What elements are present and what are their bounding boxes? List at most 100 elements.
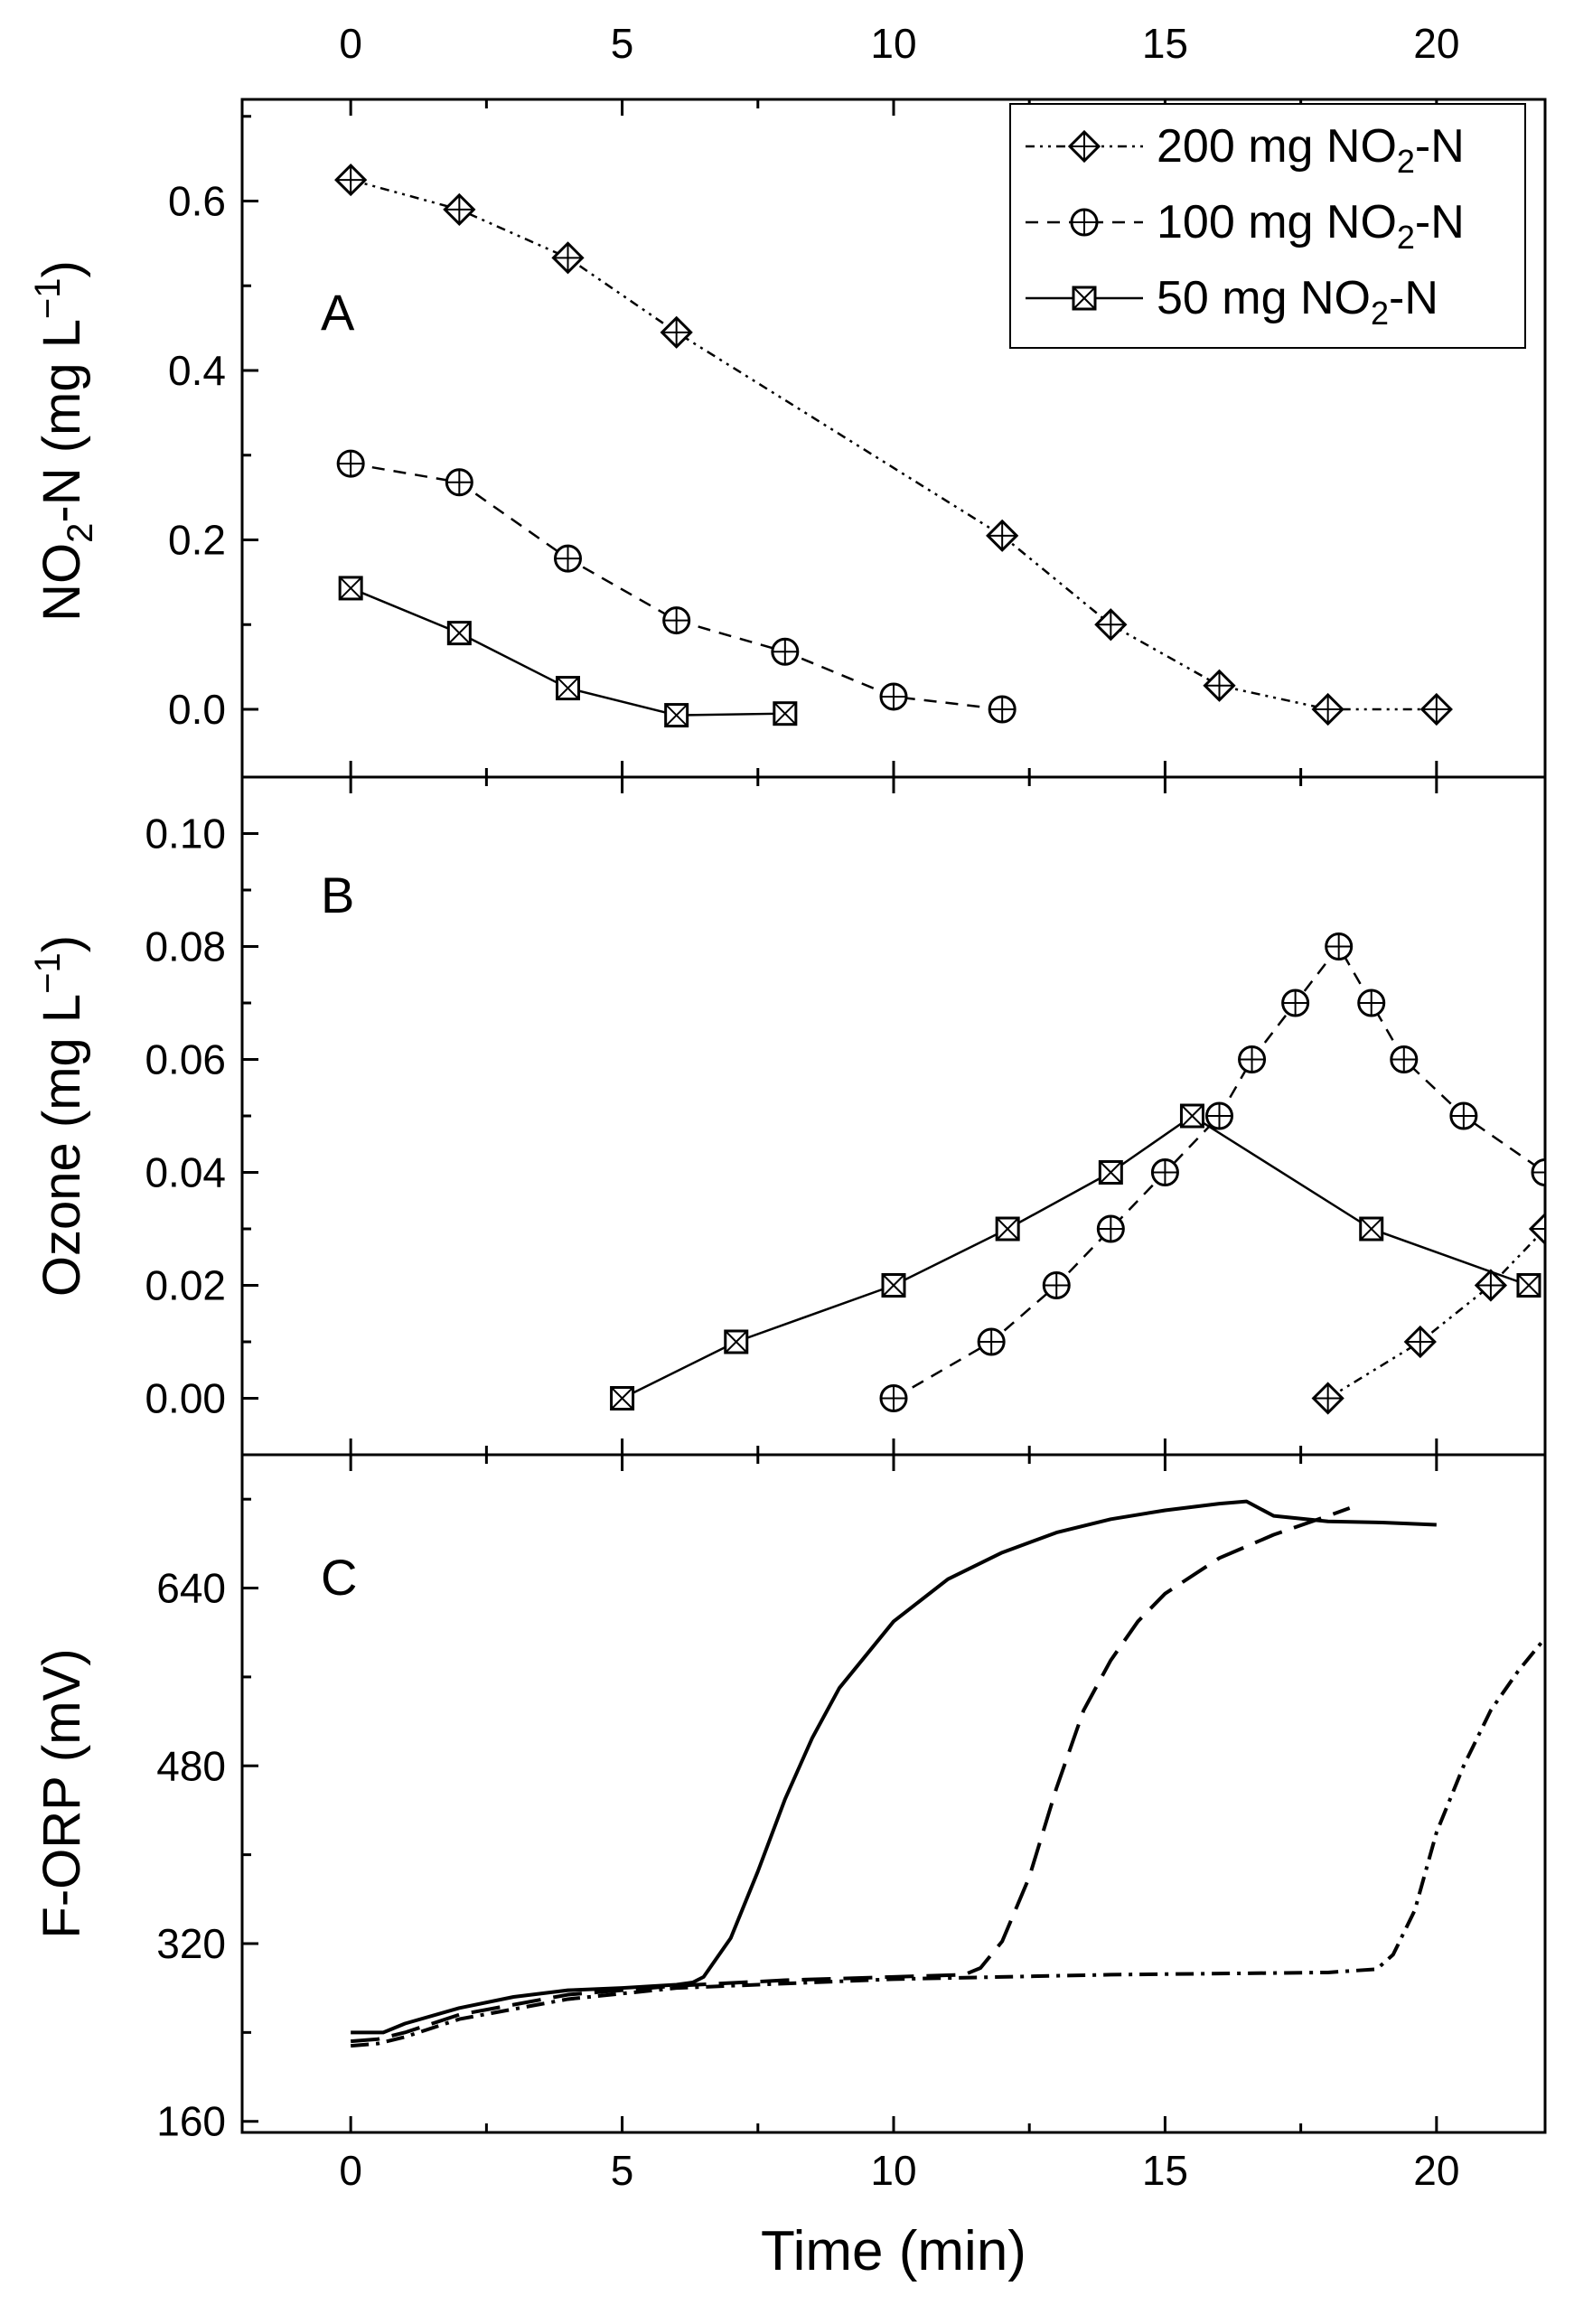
y-tick-label: 160 xyxy=(156,2098,226,2145)
panel-a: 0.0 0.2 0.4 0.6 A NO2-N (mg L−1) 200 mg NO2… xyxy=(28,98,1547,779)
data-point-diamond xyxy=(551,241,585,275)
legend-marker-oplus xyxy=(1070,208,1099,237)
x-tick-label: 20 xyxy=(1413,2147,1459,2194)
data-point-boxx xyxy=(338,576,363,601)
data-point-oplus xyxy=(1205,1101,1233,1130)
panel-a-label: A xyxy=(321,284,355,341)
y-tick-label: 0.4 xyxy=(168,347,226,394)
panel-b-plot: 0.00 0.02 0.04 0.06 0.08 0.10 xyxy=(145,777,1545,1455)
legend-label: 50 mg NO2-N xyxy=(1157,272,1438,332)
data-point-boxx xyxy=(1359,1216,1384,1242)
y-tick-label: 0.06 xyxy=(145,1036,226,1083)
series-line-solid xyxy=(351,1499,1437,2035)
panel-b-frame xyxy=(240,775,1547,1457)
series-line-dashed xyxy=(350,462,1003,711)
data-point-diamond xyxy=(1528,1212,1545,1246)
x-tick-label-top: 5 xyxy=(611,20,634,67)
x-tick-label: 0 xyxy=(339,2147,362,2194)
y-tick-label: 0.0 xyxy=(168,686,226,733)
data-point-boxx xyxy=(995,1216,1020,1242)
data-point-oplus xyxy=(1531,1158,1545,1186)
panel-b-ylabel: Ozone (mg L−1) xyxy=(28,935,91,1297)
data-point-boxx xyxy=(724,1329,749,1354)
panel-b-label: B xyxy=(321,867,354,923)
x-tick-label-top: 0 xyxy=(339,20,362,67)
data-point-oplus xyxy=(1357,989,1386,1017)
data-point-boxx xyxy=(881,1273,906,1298)
x-tick-label: 5 xyxy=(611,2147,634,2194)
data-point-oplus xyxy=(1325,932,1354,961)
y-tick-label: 640 xyxy=(156,1565,226,1612)
panel-series xyxy=(351,1499,1545,2048)
data-point-oplus xyxy=(1449,1101,1478,1130)
series-line-dashdotdot xyxy=(351,1636,1545,2048)
y-tick-label: 0.10 xyxy=(145,811,226,857)
data-point-diamond xyxy=(660,315,693,349)
data-point-boxx xyxy=(1179,1103,1204,1129)
data-point-oplus xyxy=(554,544,582,573)
data-point-oplus xyxy=(1096,1214,1125,1243)
bottom-x-tick-labels: 0 5 10 15 20 xyxy=(339,2147,1459,2194)
y-tick-label: 0.6 xyxy=(168,178,226,225)
data-point-diamond xyxy=(1403,1325,1437,1359)
top-x-tick-labels: 0 5 10 15 20 xyxy=(339,20,1459,67)
y-tick-label: 0.2 xyxy=(168,517,226,564)
data-point-oplus xyxy=(1150,1158,1179,1186)
data-point-boxx xyxy=(1098,1160,1123,1185)
data-point-diamond xyxy=(1311,692,1344,726)
data-point-boxx xyxy=(773,701,798,726)
data-point-oplus xyxy=(879,682,908,711)
data-point-oplus xyxy=(1281,989,1310,1017)
series-line-dashed xyxy=(351,1506,1351,2044)
x-axis-label: Time (min) xyxy=(761,2220,1026,2282)
data-point-diamond xyxy=(1203,669,1236,702)
y-tick-label: 0.00 xyxy=(145,1375,226,1422)
x-tick-label-top: 15 xyxy=(1142,20,1188,67)
panel-b: 0.00 0.02 0.04 0.06 0.08 0.10 B Ozone (mg L−1… xyxy=(28,775,1547,1457)
x-tick-label: 15 xyxy=(1142,2147,1188,2194)
data-point-oplus xyxy=(771,637,800,666)
data-point-oplus xyxy=(977,1327,1006,1356)
panel-c-plot: 160 320 480 640 xyxy=(156,1455,1545,2145)
series-line-dashdotdot xyxy=(1327,1228,1545,1400)
data-point-boxx xyxy=(1516,1273,1541,1298)
data-point-boxx xyxy=(610,1386,635,1410)
data-point-boxx xyxy=(664,703,689,728)
legend-label: 200 mg NO2-N xyxy=(1157,120,1465,180)
legend: 200 mg NO2-N 100 mg NO2-N 50 mg NO2-N xyxy=(1009,103,1526,349)
data-point-boxx xyxy=(556,676,580,701)
legend-marker-boxx xyxy=(1072,286,1097,311)
data-point-oplus xyxy=(662,606,691,635)
y-tick-label: 0.08 xyxy=(145,923,226,970)
panel-c-ylabel: F-ORP (mV) xyxy=(33,1648,91,1938)
panel-c-frame xyxy=(240,1453,1547,2134)
data-point-boxx xyxy=(446,621,472,646)
data-point-diamond xyxy=(986,519,1019,552)
legend-marker-diamond xyxy=(1067,129,1101,164)
panel-c: 160 320 480 640 C F-ORP (mV) xyxy=(33,1453,1547,2145)
data-point-oplus xyxy=(1390,1045,1419,1073)
data-point-diamond xyxy=(334,163,368,197)
panel-a-plot: 0.0 0.2 0.4 0.6 xyxy=(168,99,1453,777)
panel-series xyxy=(610,932,1545,1415)
y-tick-label: 480 xyxy=(156,1742,226,1789)
data-point-oplus xyxy=(445,468,473,497)
data-point-diamond xyxy=(1311,1382,1344,1415)
data-point-diamond xyxy=(1094,608,1128,642)
data-point-oplus xyxy=(1042,1271,1071,1299)
x-tick-label: 10 xyxy=(870,2147,916,2194)
y-tick-label: 0.02 xyxy=(145,1262,226,1309)
series-line-solid xyxy=(622,1114,1530,1400)
data-point-diamond xyxy=(443,192,476,226)
y-tick-label: 0.04 xyxy=(145,1149,226,1196)
panel-series xyxy=(334,163,1453,728)
panel-c-label: C xyxy=(321,1549,357,1606)
legend-label: 100 mg NO2-N xyxy=(1157,196,1465,256)
x-tick-label-top: 10 xyxy=(870,20,916,67)
panel-a-ylabel: NO2-N (mg L−1) xyxy=(28,260,100,622)
data-point-oplus xyxy=(879,1384,908,1412)
data-point-diamond xyxy=(1419,692,1453,726)
data-point-diamond xyxy=(1474,1269,1508,1302)
data-point-oplus xyxy=(988,695,1017,724)
